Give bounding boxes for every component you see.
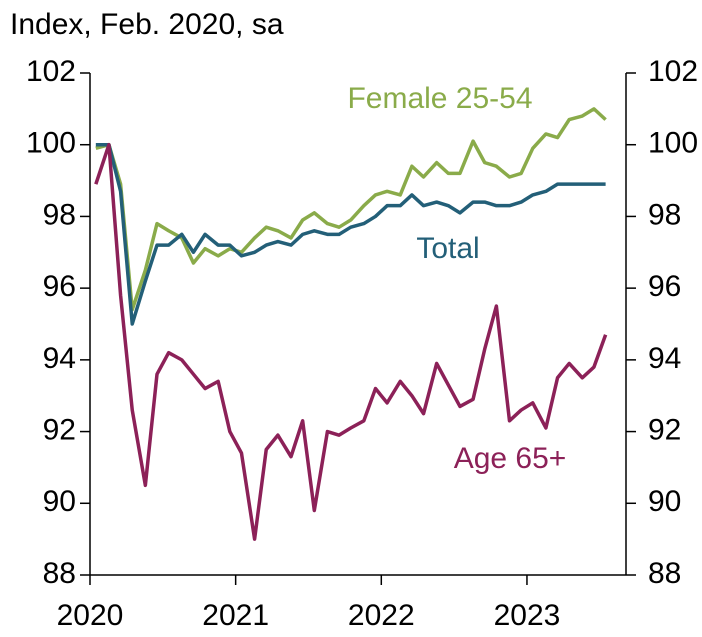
- y2-tick-label: 92: [648, 413, 681, 446]
- y2-tick-label: 98: [648, 198, 681, 231]
- series-label: Total: [416, 232, 479, 265]
- y-tick-label: 100: [26, 127, 76, 160]
- y2-tick-label: 96: [648, 270, 681, 303]
- y-tick-label: 94: [43, 342, 76, 375]
- axis-label: Index, Feb. 2020, sa: [10, 8, 284, 41]
- series-line: [94, 142, 608, 541]
- y-tick-label: 92: [43, 413, 76, 446]
- series-label: Age 65+: [454, 442, 567, 475]
- x-tick-label: 2021: [202, 599, 269, 632]
- y-tick-label: 88: [43, 557, 76, 590]
- y-tick-label: 102: [26, 55, 76, 88]
- series-label: Female 25-54: [347, 82, 532, 115]
- series-line: [95, 107, 607, 312]
- y2-tick-label: 88: [648, 557, 681, 590]
- y-tick-label: 96: [43, 270, 76, 303]
- x-tick-label: 2022: [348, 599, 415, 632]
- x-tick-label: 2023: [494, 599, 561, 632]
- y-tick-label: 98: [43, 198, 76, 231]
- y2-tick-label: 90: [648, 485, 681, 518]
- y2-tick-label: 94: [648, 342, 681, 375]
- y2-tick-label: 102: [648, 55, 698, 88]
- y2-tick-label: 100: [648, 127, 698, 160]
- series-line: [95, 142, 606, 326]
- x-tick-label: 2020: [57, 599, 124, 632]
- y-tick-label: 90: [43, 485, 76, 518]
